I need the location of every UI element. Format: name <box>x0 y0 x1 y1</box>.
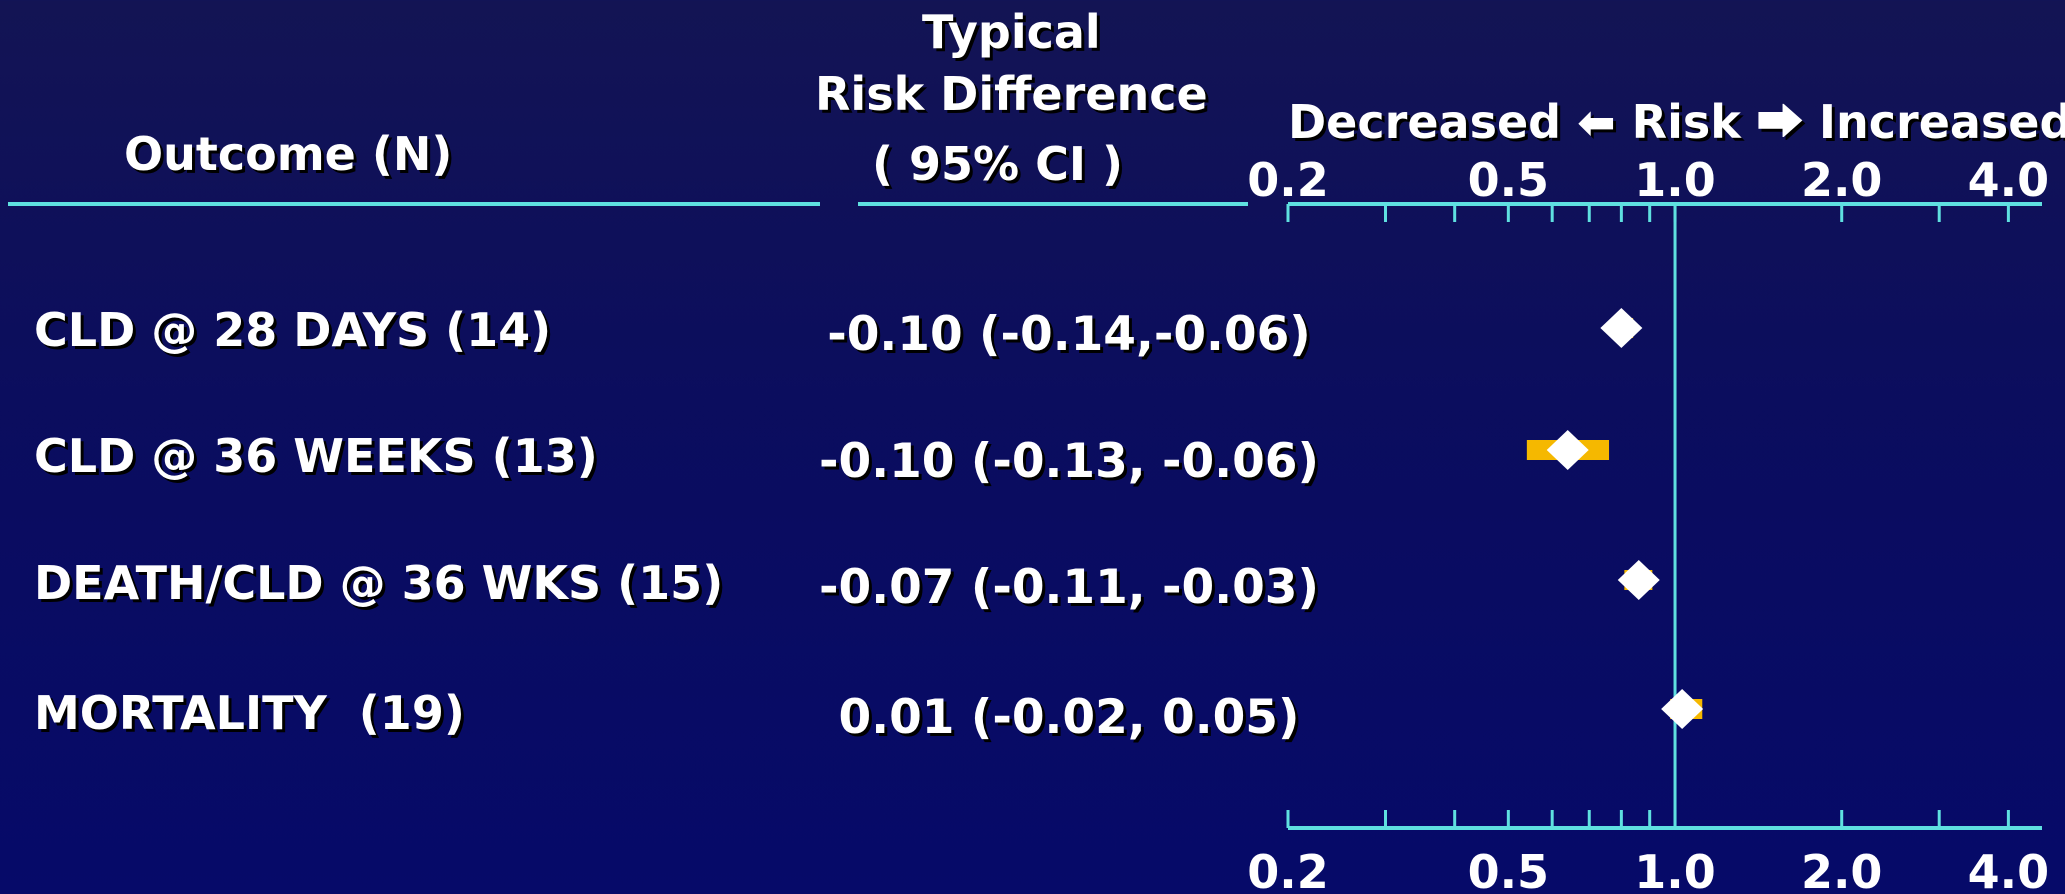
row-label-mortality: MORTALITY (19) <box>34 686 465 740</box>
forest-ticks <box>1286 204 2010 828</box>
top-tick-label-0.5: 0.5 <box>1468 153 1550 207</box>
point-marker-row-3 <box>1661 689 1704 729</box>
top-tick-label-4.0: 4.0 <box>1968 153 2050 207</box>
point-marker-row-0 <box>1600 308 1643 348</box>
point-marker-row-1 <box>1546 430 1589 470</box>
decreased-label: Decreased <box>1288 95 1562 149</box>
risk-difference-header-line2: Risk Difference <box>815 67 1208 121</box>
bottom-tick-label-1.0: 1.0 <box>1634 845 1716 894</box>
top-tick-label-0.2: 0.2 <box>1247 153 1329 207</box>
row-rd-cld-28-days: -0.10 (-0.14,-0.06) <box>827 307 1311 362</box>
right-arrow-icon: ⮕ <box>1756 95 1803 149</box>
bottom-tick-label-0.2: 0.2 <box>1247 845 1329 894</box>
outcome-header: Outcome (N) <box>124 127 453 181</box>
risk-label: Risk <box>1631 95 1741 149</box>
row-rd-death-cld-36-wks: -0.07 (-0.11, -0.03) <box>819 560 1319 615</box>
row-label-cld-28-days: CLD @ 28 DAYS (14) <box>34 303 552 357</box>
risk-difference-header-typical: Typical <box>922 5 1101 59</box>
risk-difference-header-rule <box>858 202 1248 206</box>
bottom-tick-label-0.5: 0.5 <box>1468 845 1550 894</box>
left-arrow-icon: ⬅ <box>1577 95 1616 149</box>
risk-direction-header: Decreased ⬅ Risk ⮕ Increased <box>1288 90 2065 154</box>
forest-marks <box>1526 308 1704 729</box>
outcome-header-rule <box>8 202 820 206</box>
forest-tick-labels: 0.2 0.2 0.5 0.5 1.0 1.0 2.0 2.0 4.0 4.0 <box>1247 153 2049 894</box>
row-rd-cld-36-weeks: -0.10 (-0.13, -0.06) <box>819 434 1319 489</box>
bottom-tick-label-4.0: 4.0 <box>1968 845 2050 894</box>
increased-label: Increased <box>1818 95 2065 149</box>
risk-difference-header-line3: ( 95% CI ) <box>872 137 1124 191</box>
top-tick-label-1.0: 1.0 <box>1634 153 1716 207</box>
row-label-cld-36-weeks: CLD @ 36 WEEKS (13) <box>34 429 598 483</box>
bottom-tick-label-2.0: 2.0 <box>1801 845 1883 894</box>
point-marker-row-2 <box>1617 560 1660 600</box>
row-rd-mortality: 0.01 (-0.02, 0.05) <box>838 690 1300 745</box>
top-tick-label-2.0: 2.0 <box>1801 153 1883 207</box>
row-label-death-cld-36-wks: DEATH/CLD @ 36 WKS (15) <box>34 556 724 610</box>
forest-axes <box>1288 202 2042 830</box>
